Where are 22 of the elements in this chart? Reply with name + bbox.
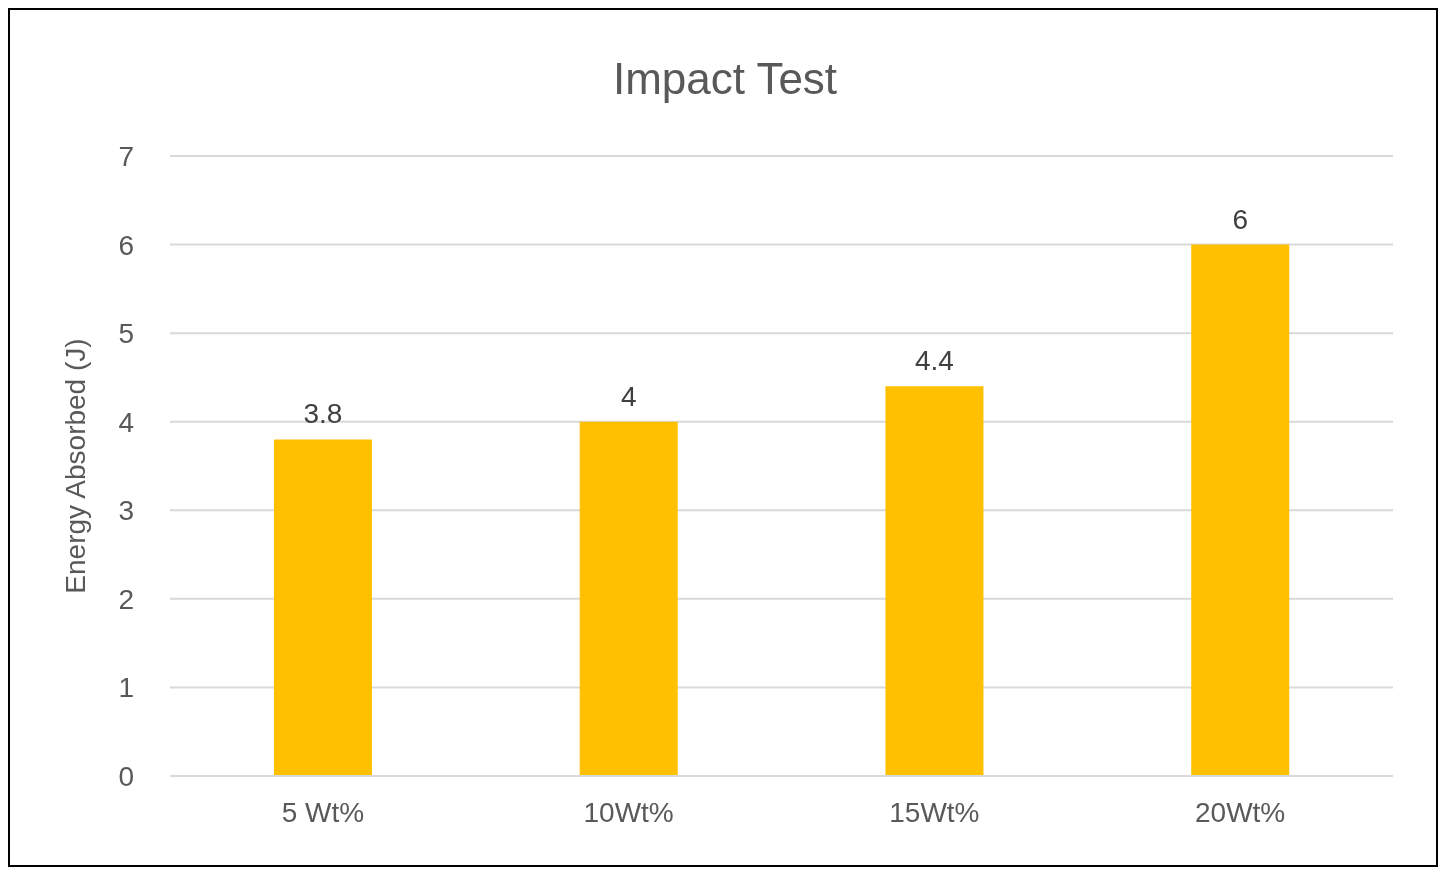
data-label: 4 [620,380,637,412]
y-axis-title: Energy Absorbed (J) [59,338,91,594]
y-tick-label: 2 [118,583,134,615]
x-tick-label: 20Wt% [1195,796,1286,828]
bar [273,439,372,776]
y-tick-label: 1 [118,672,134,704]
x-tick-label: 10Wt% [583,796,674,828]
y-tick-label: 0 [118,760,134,792]
bar [1191,244,1290,776]
data-label: 6 [1232,203,1248,235]
y-tick-label: 4 [118,406,134,438]
data-label: 3.8 [303,398,343,430]
y-tick-label: 6 [118,229,134,261]
data-label: 4.4 [914,345,954,377]
chart-title: Impact Test [611,54,839,104]
y-tick-label: 3 [118,495,134,527]
y-tick-label: 5 [118,318,134,350]
x-tick-label: 5 Wt% [281,796,365,828]
bar [885,386,984,776]
y-tick-label: 7 [118,140,134,172]
bar [579,421,678,776]
x-tick-label: 15Wt% [889,796,980,828]
